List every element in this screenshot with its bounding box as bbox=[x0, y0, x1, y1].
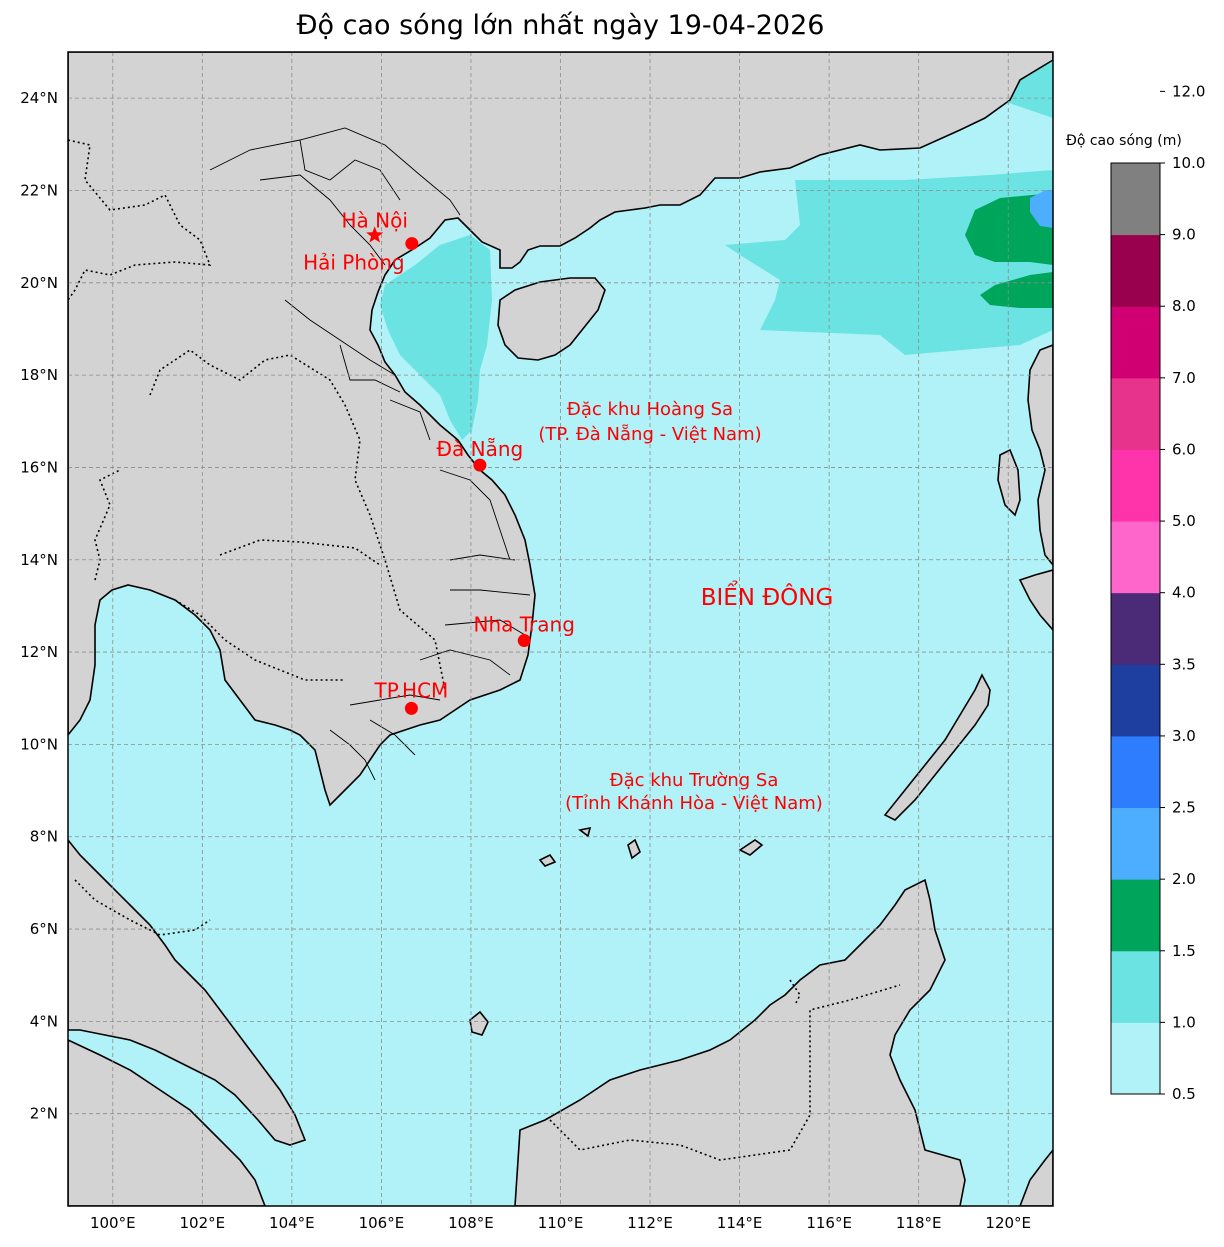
colorbar-tick-label: 8.0 bbox=[1172, 297, 1196, 315]
city-label: Nha Trang bbox=[474, 613, 575, 637]
wave-zone-blue bbox=[1030, 190, 1053, 228]
map-title: Độ cao sóng lớn nhất ngày 19-04-2026 bbox=[296, 10, 825, 41]
mainland-asia bbox=[68, 52, 1053, 807]
colorbar: 0.5 1.0 1.5 2.0 2.5 3.0 3.5 4.0 5.0 6.0 7.0 8.0 9.0 1… bbox=[1110, 82, 1205, 1103]
colorbar-frame bbox=[1110, 162, 1161, 1095]
longitude-ticks: 100°E 102°E 104°E 106°E 108°E 110°E 112°E 114°E… bbox=[90, 1214, 1031, 1232]
graticule bbox=[68, 52, 1053, 1206]
small-island-4 bbox=[738, 839, 764, 856]
lat-tick-label: 10°N bbox=[20, 735, 58, 753]
colorbar-segment bbox=[1111, 1022, 1160, 1095]
wave-zone-green-2 bbox=[980, 272, 1053, 308]
colorbar-segment bbox=[1111, 879, 1160, 952]
colorbar-segment bbox=[1111, 735, 1160, 809]
wave-zone-northeast-large bbox=[725, 170, 1053, 355]
colorbar-tick-label: 3.0 bbox=[1172, 727, 1196, 745]
lat-tick-label: 20°N bbox=[20, 274, 58, 292]
colorbar-tick-label: 3.5 bbox=[1172, 655, 1196, 673]
lat-tick-label: 22°N bbox=[20, 181, 58, 199]
colorbar-tick-label: 12.0 bbox=[1172, 82, 1205, 100]
small-island-3 bbox=[627, 838, 641, 860]
city-dot-marker bbox=[405, 237, 419, 251]
lon-tick-label: 106°E bbox=[359, 1214, 405, 1232]
borneo bbox=[514, 878, 966, 1206]
colorbar-tick-label: 7.0 bbox=[1172, 369, 1196, 387]
lat-tick-label: 4°N bbox=[30, 1012, 58, 1030]
city-label: TP.HCM bbox=[374, 678, 449, 702]
provincial-borders bbox=[209, 127, 531, 781]
colorbar-tick-label: 6.0 bbox=[1172, 440, 1196, 458]
colorbar-tick-label: 10.0 bbox=[1172, 154, 1205, 172]
lon-tick-label: 112°E bbox=[627, 1214, 673, 1232]
lat-tick-label: 24°N bbox=[20, 89, 58, 107]
mindanao bbox=[1019, 1148, 1053, 1206]
colorbar-segment bbox=[1111, 592, 1160, 665]
lon-tick-label: 102°E bbox=[180, 1214, 226, 1232]
colorbar-segment bbox=[1111, 521, 1160, 594]
colorbar-tick-label: 2.5 bbox=[1172, 799, 1196, 817]
lon-tick-label: 116°E bbox=[806, 1214, 852, 1232]
colorbar-tick-label: 1.0 bbox=[1172, 1013, 1196, 1031]
colorbar-tick-label: 1.5 bbox=[1172, 942, 1196, 960]
city-label: Hải Phòng bbox=[303, 251, 405, 275]
small-island-1 bbox=[469, 1010, 489, 1036]
lat-tick-label: 8°N bbox=[30, 828, 58, 846]
wave-zone-gulf-tonkin bbox=[380, 235, 492, 440]
lat-tick-label: 12°N bbox=[20, 643, 58, 661]
land-masses bbox=[68, 52, 1053, 1206]
luzon bbox=[1027, 344, 1053, 567]
latitude-ticks: 2°N 4°N 6°N 8°N 10°N 12°N 14°N 16°N 18°N 20°N 22°N… bbox=[20, 89, 58, 1123]
sea-name-label: BIỂN ĐÔNG bbox=[701, 581, 834, 611]
city-markers: Hà Nội Hải Phòng Đà Nẵng Nha Trang TP.HCM bbox=[303, 208, 575, 715]
map-frame bbox=[67, 51, 1054, 1207]
palawan bbox=[883, 673, 991, 821]
lon-tick-label: 110°E bbox=[538, 1214, 584, 1232]
lat-tick-label: 18°N bbox=[20, 366, 58, 384]
colorbar-segment bbox=[1111, 306, 1160, 379]
lon-tick-label: 120°E bbox=[985, 1214, 1031, 1232]
colorbar-segment bbox=[1111, 449, 1160, 522]
lon-tick-label: 114°E bbox=[717, 1214, 763, 1232]
capital-star-marker bbox=[366, 226, 384, 243]
colorbar-title: Độ cao sóng (m) bbox=[1066, 133, 1182, 149]
hoang-sa-label-2: (TP. Đà Nẵng - Việt Nam) bbox=[538, 424, 761, 445]
mindoro bbox=[997, 448, 1021, 517]
city-dot-marker bbox=[404, 701, 418, 715]
city-dot-marker bbox=[517, 634, 531, 648]
colorbar-tick-label: 0.5 bbox=[1172, 1085, 1196, 1103]
sumatra bbox=[68, 1039, 266, 1206]
lon-tick-label: 104°E bbox=[269, 1214, 315, 1232]
lat-tick-label: 16°N bbox=[20, 458, 58, 476]
lat-tick-label: 14°N bbox=[20, 551, 58, 569]
small-island-5 bbox=[578, 826, 592, 838]
lon-tick-label: 118°E bbox=[896, 1214, 942, 1232]
colorbar-tick-label: 4.0 bbox=[1172, 584, 1196, 602]
lon-tick-label: 100°E bbox=[90, 1214, 136, 1232]
truong-sa-label-1: Đặc khu Trường Sa bbox=[610, 770, 779, 791]
colorbar-segment bbox=[1111, 234, 1160, 307]
colorbar-segment bbox=[1111, 163, 1160, 236]
city-label: Đà Nẵng bbox=[437, 437, 524, 461]
hainan-island bbox=[497, 277, 606, 361]
hoang-sa-label-1: Đặc khu Hoàng Sa bbox=[567, 399, 733, 420]
small-island-2 bbox=[538, 853, 557, 867]
truong-sa-label-2: (Tỉnh Khánh Hòa - Việt Nam) bbox=[565, 793, 823, 814]
international-borders bbox=[68, 139, 901, 1161]
lat-tick-label: 2°N bbox=[30, 1105, 58, 1123]
malay-peninsula bbox=[68, 838, 307, 1146]
colorbar-segment bbox=[1111, 664, 1160, 737]
colorbar-tick-label: 2.0 bbox=[1172, 870, 1196, 888]
colorbar-segment bbox=[1111, 807, 1160, 880]
colorbar-segment bbox=[1111, 950, 1160, 1023]
lat-tick-label: 6°N bbox=[30, 920, 58, 938]
lon-tick-label: 108°E bbox=[448, 1214, 494, 1232]
city-dot-marker bbox=[473, 458, 487, 472]
colorbar-tick-label: 5.0 bbox=[1172, 512, 1196, 530]
panay bbox=[1018, 569, 1053, 632]
colorbar-tick-label: 9.0 bbox=[1172, 226, 1196, 244]
city-label: Hà Nội bbox=[341, 208, 407, 232]
colorbar-segment bbox=[1111, 377, 1160, 450]
